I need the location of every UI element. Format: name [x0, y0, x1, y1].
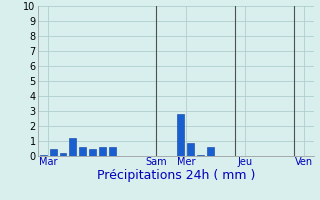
Bar: [207, 147, 214, 156]
Bar: [69, 138, 76, 156]
Bar: [60, 153, 67, 156]
Bar: [40, 154, 47, 156]
Bar: [197, 154, 204, 156]
Bar: [79, 147, 86, 156]
Bar: [50, 148, 57, 156]
X-axis label: Précipitations 24h ( mm ): Précipitations 24h ( mm ): [97, 169, 255, 182]
Bar: [109, 147, 116, 156]
Bar: [178, 114, 184, 156]
Bar: [187, 142, 194, 156]
Bar: [99, 147, 106, 156]
Bar: [89, 148, 96, 156]
